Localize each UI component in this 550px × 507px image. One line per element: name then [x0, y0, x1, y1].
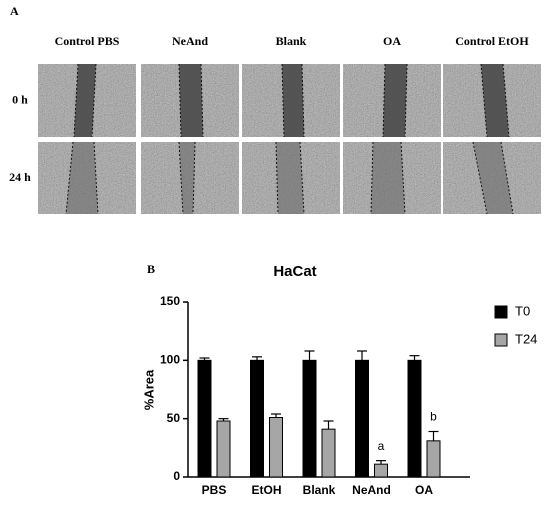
y-tick-label: 50	[167, 411, 181, 425]
wound-edge	[178, 141, 184, 215]
panel-label: A	[10, 4, 19, 18]
wound-edge	[500, 141, 514, 215]
bar	[302, 359, 317, 478]
wound-edge	[299, 141, 305, 215]
annotation: b	[430, 410, 437, 424]
wound-area	[282, 64, 304, 137]
column-label: OA	[383, 34, 401, 48]
bar	[407, 359, 422, 478]
bar	[321, 428, 336, 478]
wound-area	[276, 142, 304, 214]
legend-swatch	[494, 333, 508, 347]
y-tick-label: 0	[173, 469, 180, 483]
annotation: a	[378, 439, 385, 453]
legend-swatch	[494, 305, 508, 319]
wound-area	[473, 142, 513, 214]
legend-label: T24	[515, 331, 537, 346]
x-tick-label: EtOH	[252, 483, 282, 497]
wound-area	[74, 64, 96, 137]
wound-area	[179, 64, 203, 137]
wound-edge	[91, 63, 97, 138]
bar	[250, 359, 264, 478]
x-tick-label: OA	[415, 483, 433, 497]
bar	[269, 417, 283, 478]
wound-edge	[370, 141, 374, 215]
wound-edge	[73, 63, 79, 138]
column-label: Blank	[276, 34, 307, 48]
bar	[374, 463, 388, 478]
wound-edge	[93, 141, 99, 215]
x-tick-label: PBS	[202, 483, 227, 497]
wound-edge	[480, 63, 488, 138]
wound-edge	[178, 63, 182, 138]
wound-edge	[281, 63, 285, 138]
wound-area	[371, 142, 405, 214]
bar	[355, 359, 369, 478]
wound-edge	[301, 63, 305, 138]
wound-edge	[275, 141, 279, 215]
column-label: NeAnd	[172, 34, 208, 48]
wound-area	[179, 142, 195, 214]
wound-edge	[192, 141, 196, 215]
column-label: Control PBS	[55, 34, 120, 48]
y-tick-label: 150	[160, 294, 180, 308]
y-axis-label: %Area	[141, 369, 156, 410]
wound-area	[66, 142, 98, 214]
wound-area	[383, 64, 407, 137]
bar	[197, 359, 212, 478]
wound-edge	[200, 63, 204, 138]
x-tick-label: Blank	[303, 483, 336, 497]
column-label: Control EtOH	[455, 34, 529, 48]
legend-label: T0	[515, 303, 530, 318]
row-label: 0 h	[12, 92, 28, 106]
wound-edge	[502, 63, 510, 138]
bar	[216, 420, 231, 478]
wound-area	[481, 64, 509, 137]
bar	[426, 440, 441, 478]
wound-edge	[65, 141, 74, 215]
row-label: 24 h	[9, 170, 31, 184]
wound-edge	[404, 63, 408, 138]
panel-label: B	[147, 262, 155, 276]
wound-edge	[472, 141, 488, 215]
wound-edge	[382, 63, 386, 138]
y-tick-label: 100	[160, 353, 180, 367]
wound-edge	[400, 141, 406, 215]
chart-title: HaCat	[273, 263, 316, 280]
x-tick-label: NeAnd	[352, 483, 391, 497]
